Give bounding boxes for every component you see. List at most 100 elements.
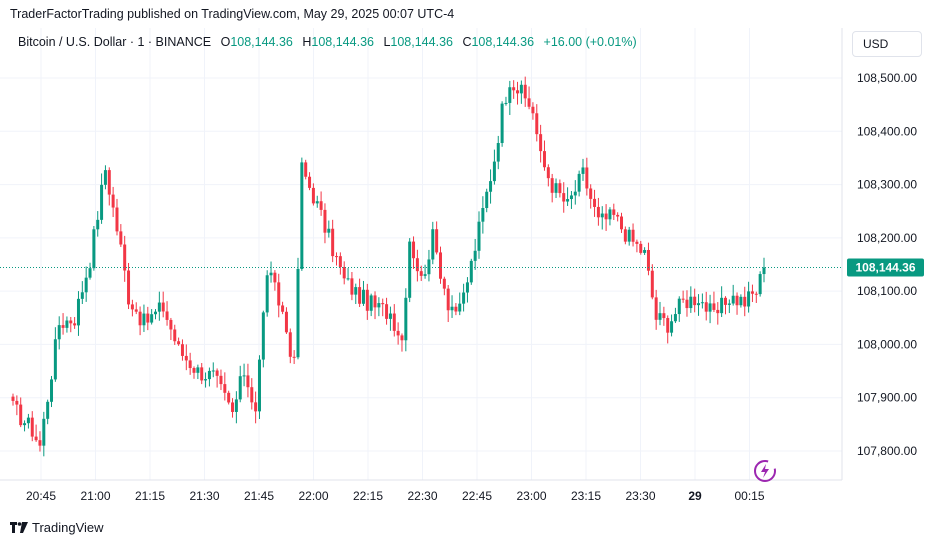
candle [412, 236, 416, 269]
candle [354, 283, 358, 304]
low-value: 108,144.36 [390, 35, 453, 49]
candle [531, 102, 535, 120]
candle [257, 355, 261, 419]
candle [142, 304, 146, 332]
candle [596, 197, 600, 226]
time-axis[interactable]: 20:45 21:00 21:15 21:30 21:45 22:00 22:15 22:30… [26, 489, 765, 503]
candle [392, 304, 396, 337]
candle [458, 292, 462, 316]
candle [569, 191, 573, 209]
open-label: O [220, 35, 231, 49]
candle [335, 252, 339, 266]
candle [331, 219, 335, 263]
candle [419, 265, 423, 282]
candle [23, 420, 27, 432]
candle [454, 303, 458, 316]
candle [519, 80, 523, 104]
candle [585, 157, 589, 196]
high-label: H [302, 35, 312, 49]
candle [127, 262, 131, 310]
candle [604, 204, 608, 231]
candle [593, 189, 597, 217]
candle [19, 397, 23, 428]
candle [535, 104, 539, 142]
candle [157, 291, 161, 321]
candle [381, 298, 385, 317]
candle [677, 296, 681, 322]
candle [69, 316, 73, 333]
candle [223, 372, 227, 401]
price-tick-label: 108,400.00 [857, 124, 917, 138]
candle [631, 223, 635, 247]
candle [662, 306, 666, 326]
price-tick-label: 108,300.00 [857, 178, 917, 192]
candle [762, 257, 766, 283]
candle [643, 247, 647, 255]
candle [38, 431, 42, 452]
currency-button[interactable]: USD [852, 31, 922, 57]
candle [288, 328, 292, 364]
candles-group [11, 76, 766, 457]
candle [558, 179, 562, 198]
candle [107, 167, 111, 206]
candle [496, 135, 500, 170]
candle [200, 363, 204, 385]
candle [150, 309, 154, 325]
candle [11, 393, 15, 406]
candle [743, 286, 747, 317]
candle [650, 264, 654, 300]
candle [739, 294, 743, 308]
candle [573, 180, 577, 205]
candle [658, 301, 662, 326]
lightning-icon[interactable] [752, 458, 778, 484]
candle [492, 149, 496, 185]
candle [73, 317, 77, 329]
symbol-title[interactable]: Bitcoin / U.S. Dollar · 1 · BINANCE [18, 35, 212, 49]
candle [211, 362, 215, 378]
candle [623, 226, 627, 245]
candle [84, 266, 88, 302]
time-tick-label: 22:00 [298, 489, 328, 503]
published-info: TraderFactorTrading published on Trading… [10, 7, 455, 21]
price-axis[interactable]: 107,800.00 107,900.00 108,000.00 108,100.00… [857, 71, 917, 458]
candle [754, 291, 758, 303]
candle [281, 301, 285, 315]
candle [358, 278, 362, 307]
candle [489, 169, 493, 204]
candle [670, 314, 674, 337]
high-value: 108,144.36 [311, 35, 374, 49]
candle [388, 306, 392, 331]
time-tick-label: 21:45 [244, 489, 274, 503]
candle [689, 286, 693, 313]
candle [80, 281, 84, 304]
candle [231, 398, 235, 418]
chart-grid [0, 28, 842, 480]
candle [350, 271, 354, 301]
price-tick-label: 108,200.00 [857, 231, 917, 245]
candle [65, 316, 69, 333]
candle [169, 317, 173, 341]
time-tick-label: 22:30 [407, 489, 437, 503]
candle [304, 159, 308, 180]
candle [130, 299, 134, 317]
candle [396, 322, 400, 345]
candle [465, 277, 469, 303]
candle [284, 307, 288, 334]
time-tick-label: 21:15 [135, 489, 165, 503]
candle [254, 391, 258, 424]
candle [192, 366, 196, 379]
candle [542, 140, 546, 171]
candle [504, 96, 508, 106]
close-label: C [462, 35, 472, 49]
open-value: 108,144.36 [230, 35, 293, 49]
candle [550, 173, 554, 203]
candle [246, 363, 250, 398]
candle [165, 301, 169, 326]
candle [242, 363, 246, 387]
time-tick-label: 00:15 [734, 489, 764, 503]
candle [697, 294, 701, 316]
candle [119, 224, 123, 247]
candle [720, 286, 724, 318]
footer: TradingView [10, 520, 104, 535]
